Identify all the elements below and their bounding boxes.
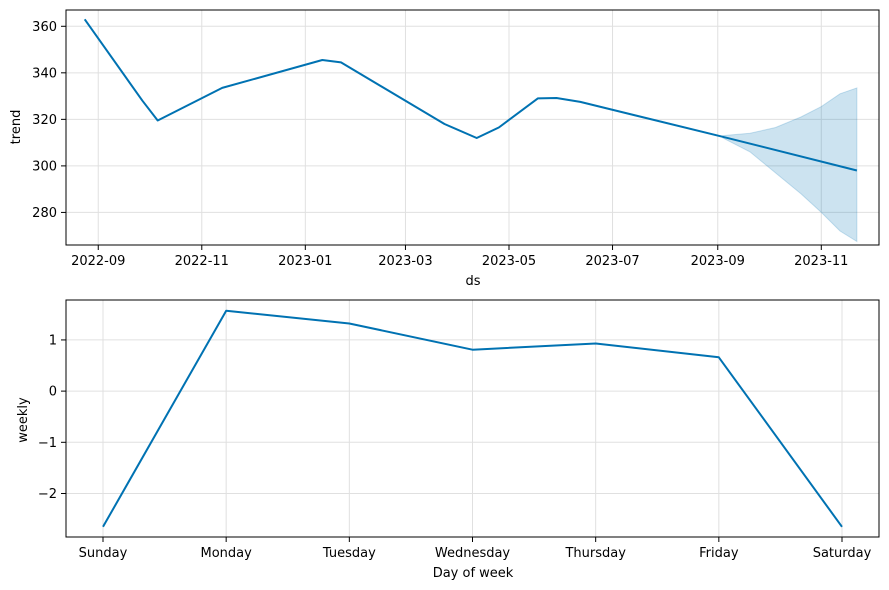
- trend-series-line: [83, 18, 858, 172]
- weekly-x-tick-label: Friday: [699, 546, 739, 561]
- trend-y-tick-label: 300: [32, 159, 57, 174]
- weekly-panel: Sunday Monday Tuesday Wednesday Thursday Frid…: [16, 299, 880, 581]
- trend-plot-frame: [65, 9, 880, 246]
- trend-x-tick-label: 2023-07: [585, 254, 639, 269]
- weekly-y-axis-label: weekly: [16, 397, 31, 443]
- trend-x-tick-label: 2023-09: [691, 254, 745, 269]
- trend-y-tick-label: 280: [32, 206, 57, 221]
- weekly-x-ticks: Sunday Monday Tuesday Wednesday Thursday Frid…: [79, 537, 872, 561]
- trend-y-axis-label: trend: [9, 110, 24, 145]
- trend-y-tick-label: 360: [32, 20, 57, 35]
- trend-x-tick-label: 2023-01: [278, 254, 332, 269]
- weekly-y-tick-label: −2: [38, 487, 57, 502]
- weekly-x-tick-label: Thursday: [564, 546, 626, 561]
- weekly-y-tick-label: 1: [49, 333, 57, 348]
- trend-x-ticks: 2022-09 2022-11 2023-01 2023-03 2023-05 2023-…: [71, 245, 848, 269]
- trend-y-tick-label: 320: [32, 113, 57, 128]
- trend-uncertainty-band: [722, 87, 858, 243]
- trend-x-axis-label: ds: [465, 274, 480, 289]
- weekly-x-axis-label: Day of week: [433, 566, 514, 581]
- trend-y-tick-label: 340: [32, 66, 57, 81]
- trend-x-tick-label: 2022-09: [71, 254, 125, 269]
- trend-x-tick-label: 2023-03: [378, 254, 432, 269]
- weekly-x-tick-label: Monday: [201, 546, 253, 561]
- trend-x-tick-label: 2023-11: [794, 254, 848, 269]
- trend-x-tick-label: 2022-11: [175, 254, 229, 269]
- weekly-series-line: [102, 309, 843, 528]
- weekly-x-tick-label: Saturday: [813, 546, 872, 561]
- weekly-y-ticks: −2 −1 0 1: [38, 333, 66, 502]
- trend-x-tick-label: 2023-05: [482, 254, 536, 269]
- weekly-y-tick-label: −1: [38, 436, 57, 451]
- weekly-x-tick-label: Tuesday: [322, 546, 376, 561]
- trend-grid: [66, 10, 879, 245]
- weekly-y-tick-label: 0: [49, 385, 57, 400]
- trend-y-ticks: 280 300 320 340 360: [32, 20, 66, 221]
- trend-panel: 2022-09 2022-11 2023-01 2023-03 2023-05 2023-…: [9, 9, 880, 289]
- weekly-x-tick-label: Wednesday: [435, 546, 511, 561]
- weekly-x-tick-label: Sunday: [79, 546, 128, 561]
